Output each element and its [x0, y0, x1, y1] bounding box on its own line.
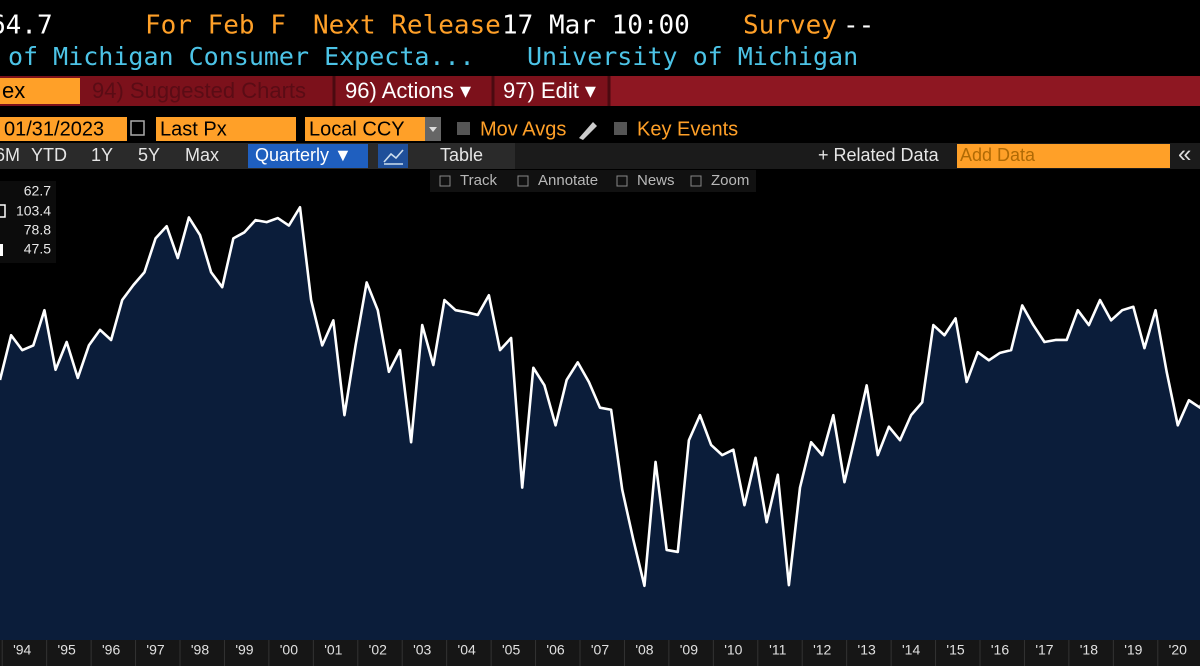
frequency-text: Quarterly ▼	[255, 145, 352, 165]
add-data-input[interactable]	[957, 144, 1170, 168]
command-bar-fill	[610, 76, 1200, 106]
key-events-label: Key Events	[637, 118, 738, 140]
legend-icon	[0, 204, 6, 218]
x-tick-label: '14	[902, 642, 920, 658]
legend-box	[0, 181, 56, 263]
legend-icon	[0, 244, 3, 256]
x-tick-label: '97	[146, 642, 164, 658]
mov-avgs-checkbox[interactable]	[457, 122, 470, 135]
tool-button[interactable]: Zoom	[711, 172, 749, 189]
pencil-icon[interactable]	[579, 122, 597, 140]
x-axis-strip	[0, 640, 1200, 666]
date-text: 01/31/2023	[4, 118, 104, 140]
calendar-icon[interactable]	[130, 120, 145, 136]
legend-high: 103.4	[16, 203, 51, 219]
area-fill	[0, 207, 1200, 640]
last-value: 64.7	[0, 11, 53, 41]
x-tick-label: '11	[769, 642, 786, 658]
related-data[interactable]: + Related Data	[818, 145, 940, 165]
release-time: 17 Mar 10:00	[502, 11, 690, 41]
x-tick-label: '94	[13, 642, 31, 658]
survey-label: Survey	[743, 11, 837, 41]
security-name: of Michigan Consumer Expecta...	[8, 42, 475, 71]
x-tick-label: '07	[591, 642, 609, 658]
legend-low: 47.5	[24, 241, 51, 257]
ticker-input[interactable]	[0, 78, 80, 104]
suggested-charts[interactable]: 94) Suggested Charts	[92, 78, 306, 103]
tool-icon	[517, 175, 529, 187]
line	[0, 205, 1200, 588]
x-tick-label: '20	[1169, 642, 1187, 658]
x-tick-label: '95	[58, 642, 76, 658]
dropdown-arrow	[429, 127, 437, 132]
currency-text: Local CCY	[309, 118, 405, 140]
x-tick-label: '19	[1124, 642, 1142, 658]
x-tick-label: '05	[502, 642, 520, 658]
x-tick-label: '98	[191, 642, 209, 658]
security-source: University of Michigan	[527, 42, 858, 71]
tool-icon	[616, 175, 628, 187]
x-tick-label: '16	[991, 642, 1009, 658]
x-tick-label: '10	[724, 642, 742, 658]
legend-last: 62.7	[24, 183, 51, 199]
survey-value: --	[843, 11, 874, 41]
field-input[interactable]	[156, 117, 296, 141]
release-label: Next Release	[313, 11, 501, 41]
actions-menu[interactable]: 96) Actions ▾	[345, 78, 471, 103]
x-tick-label: '08	[635, 642, 653, 658]
x-tick-label: '15	[946, 642, 964, 658]
mov-avgs-label: Mov Avgs	[480, 118, 566, 140]
add-data-placeholder: Add Data	[960, 145, 1036, 165]
x-tick-label: '99	[235, 642, 253, 658]
x-tick-label: '00	[280, 642, 298, 658]
x-tick-label: '96	[102, 642, 120, 658]
x-tick-label: '13	[858, 642, 876, 658]
legend-average: 78.8	[24, 222, 51, 238]
x-tick-label: '18	[1080, 642, 1098, 658]
range-button[interactable]: 6M	[0, 145, 20, 165]
range-button[interactable]: Max	[185, 145, 219, 165]
key-events-checkbox[interactable]	[614, 122, 627, 135]
date-input[interactable]	[0, 117, 127, 141]
x-tick-label: '01	[324, 642, 342, 658]
range-button[interactable]: 5Y	[138, 145, 160, 165]
tool-button[interactable]: News	[637, 172, 675, 189]
collapse-button[interactable]: «	[1178, 140, 1191, 167]
range-button[interactable]: YTD	[31, 145, 67, 165]
tool-button[interactable]: Track	[460, 172, 497, 189]
tool-icon	[439, 175, 451, 187]
x-tick-label: '09	[680, 642, 698, 658]
x-tick-label: '17	[1035, 642, 1053, 658]
frequency-button[interactable]	[248, 144, 368, 168]
edit-menu[interactable]: 97) Edit ▾	[503, 78, 596, 103]
x-tick-label: '02	[369, 642, 387, 658]
table-button[interactable]: Table	[440, 145, 483, 165]
chart-type-icon	[383, 149, 404, 165]
tool-icon	[690, 175, 702, 187]
range-button[interactable]: 1Y	[91, 145, 113, 165]
x-tick-label: '04	[458, 642, 476, 658]
ticker-text: ex	[2, 78, 25, 103]
tools-bar	[430, 170, 756, 192]
tool-button[interactable]: Annotate	[538, 172, 598, 189]
currency-input[interactable]	[305, 117, 425, 141]
x-tick-label: '12	[813, 642, 831, 658]
field-text: Last Px	[160, 118, 227, 140]
period: For Feb F	[145, 11, 286, 41]
x-tick-label: '06	[546, 642, 564, 658]
x-tick-label: '03	[413, 642, 431, 658]
